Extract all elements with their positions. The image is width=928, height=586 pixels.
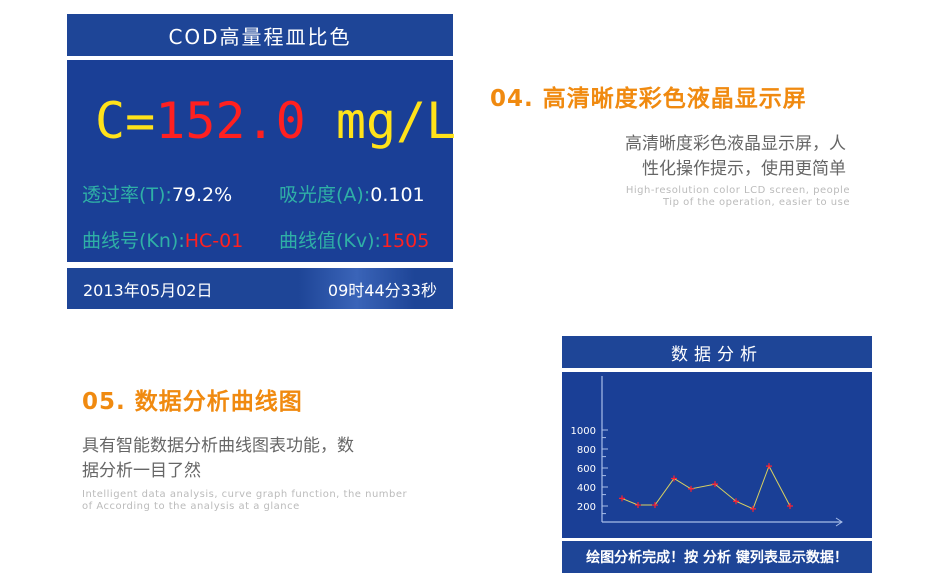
- y-tick-label: 800: [577, 445, 596, 456]
- section-05-heading: 05. 数据分析曲线图: [82, 389, 303, 415]
- chart-footer-text: 绘图分析完成！按 分析 键列表显示数据！: [586, 550, 848, 566]
- section-05-en: Intelligent data analysis, curve graph f…: [82, 489, 407, 513]
- data-point: [688, 485, 694, 492]
- abs-value: 0.101: [370, 184, 425, 206]
- lcd-date: 2013年05月02日: [83, 280, 213, 300]
- section-05-desc: 具有智能数据分析曲线图表功能，数 据分析一目了然: [82, 434, 354, 484]
- y-tick-label: 600: [577, 464, 596, 475]
- section-04-desc: 高清晰度彩色液晶显示屏，人性化操作提示，使用更简单: [625, 132, 846, 182]
- chart-title-bar: 数据分析: [562, 336, 872, 368]
- c-label: C=: [95, 92, 156, 150]
- c-unit: mg/L: [335, 92, 457, 150]
- data-point: [619, 495, 625, 502]
- en-line: Tip of the operation, easier to use: [662, 197, 850, 208]
- chart-footer: 绘图分析完成！按 分析 键列表显示数据！: [562, 541, 872, 573]
- x-axis-arrow: [835, 517, 843, 527]
- data-point: [750, 505, 756, 512]
- lcd-time: 09时44分33秒: [327, 280, 437, 300]
- section-04-en: High-resolution color LCD screen, people…: [626, 185, 850, 209]
- y-tick-label: 1000: [571, 426, 596, 437]
- y-tick-label: 200: [577, 502, 596, 513]
- chart-title: 数据分析: [671, 344, 763, 365]
- data-point: [766, 463, 772, 470]
- en-line: Intelligent data analysis, curve graph f…: [82, 489, 408, 500]
- chart-body: 1000 800 600 400 200: [562, 372, 872, 538]
- section-04-heading: 04. 高清晰度彩色液晶显示屏: [490, 86, 807, 112]
- concentration-readout: C=152.0 mg/L: [95, 92, 456, 150]
- lcd-main: C=152.0 mg/L 透过率(T):79.2% 吸光度(A):0.101 曲…: [67, 60, 456, 262]
- curve-value: HC-01: [184, 230, 244, 252]
- cv-value: 1505: [380, 230, 430, 252]
- desc-line: 高清晰度彩色液晶显示屏，人: [625, 134, 846, 154]
- lcd-title: COD高量程皿比色: [168, 24, 352, 49]
- data-point: [733, 498, 739, 505]
- c-value: 152.0: [155, 92, 306, 150]
- lcd-footer: 2013年05月02日 09时44分33秒: [67, 268, 453, 309]
- line-chart: 1000 800 600 400 200: [571, 376, 843, 527]
- data-point: [635, 502, 641, 509]
- data-line: [621, 464, 791, 510]
- trans-value: 79.2%: [171, 184, 233, 206]
- curve-label: 曲线号(Kn):: [82, 230, 185, 252]
- y-tick-label: 400: [577, 483, 596, 494]
- lcd-title-bar: COD高量程皿比色: [67, 14, 453, 56]
- trans-label: 透过率(T):: [82, 184, 172, 206]
- desc-line: 据分析一目了然: [82, 461, 201, 481]
- data-point: [787, 503, 793, 509]
- cv-label: 曲线值(Kv):: [279, 230, 381, 252]
- desc-line: 具有智能数据分析曲线图表功能，数: [82, 436, 354, 456]
- data-point: [652, 502, 658, 509]
- data-point: [712, 481, 718, 488]
- data-point: [671, 475, 677, 482]
- en-line: of According to the analysis at a glance: [82, 501, 300, 512]
- en-line: High-resolution color LCD screen, people: [625, 185, 850, 196]
- abs-label: 吸光度(A):: [279, 184, 371, 206]
- desc-line: 性化操作提示，使用更简单: [642, 159, 846, 179]
